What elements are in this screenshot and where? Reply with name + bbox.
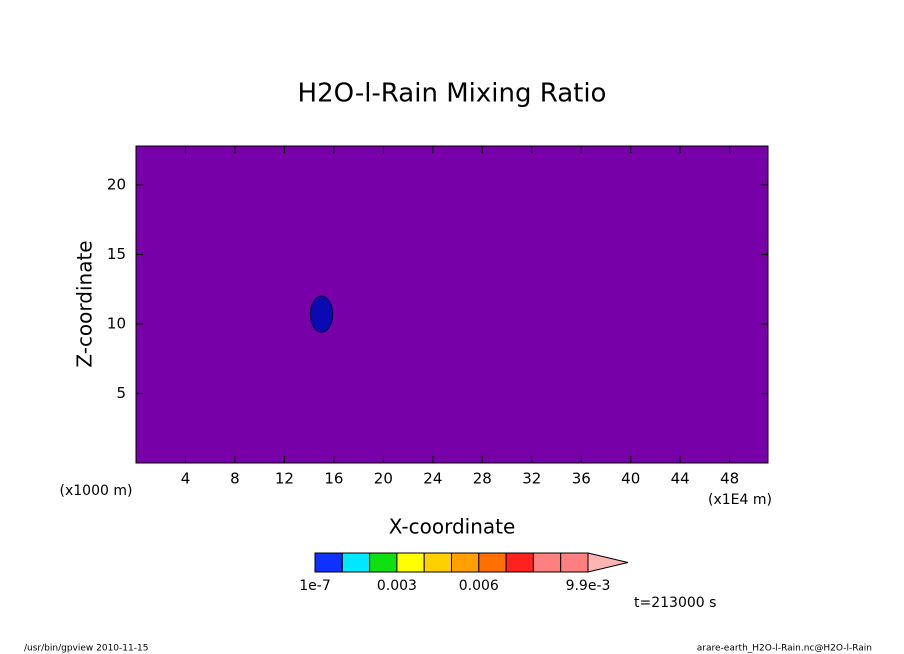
colorbar-box [423, 552, 453, 573]
colorbar-box [505, 552, 534, 573]
colorbar-label: 0.006 [459, 578, 499, 594]
chart-title: H2O-l-Rain Mixing Ratio [298, 79, 607, 109]
colorbar-box [478, 552, 507, 573]
colorbar-box [341, 552, 371, 573]
colorbar-extend [587, 552, 629, 573]
x-tick-label: 24 [423, 470, 442, 488]
colorbar-label: 9.9e-3 [566, 578, 611, 594]
footer-left: /usr/bin/gpview 2010-11-15 [24, 644, 148, 654]
colorbar-box [560, 552, 589, 573]
y-tick-label: 20 [107, 175, 126, 193]
x-tick-label: 4 [181, 470, 191, 488]
x-unit-label: (x1E4 m) [708, 492, 772, 508]
x-tick-label: 16 [324, 470, 343, 488]
y-axis-label: Z-coordinate [73, 240, 97, 367]
colorbar-box [396, 552, 425, 573]
y-tick-label: 10 [107, 314, 126, 332]
colorbar-box [451, 552, 480, 573]
colorbar-label: 0.003 [377, 578, 417, 594]
y-tick-label: 5 [116, 384, 126, 402]
plot-background [136, 146, 768, 463]
x-tick-label: 28 [473, 470, 492, 488]
x-tick-label: 44 [671, 470, 690, 488]
x-axis-label: X-coordinate [389, 515, 516, 539]
x-tick-label: 8 [230, 470, 240, 488]
colorbar-box [369, 552, 398, 573]
x-tick-label: 20 [374, 470, 393, 488]
time-label: t=213000 s [634, 595, 716, 611]
colorbar-label: 1e-7 [299, 578, 330, 594]
y-tick-label: 15 [107, 245, 126, 263]
contour-region [309, 295, 334, 333]
colorbar-box [532, 552, 562, 573]
footer-right: arare-earth_H2O-l-Rain.nc@H2O-l-Rain [697, 644, 872, 654]
x-tick-label: 32 [522, 470, 541, 488]
colorbar-box [314, 552, 343, 573]
x-tick-label: 12 [275, 470, 294, 488]
plot-frame [135, 145, 769, 464]
x-tick-label: 40 [621, 470, 640, 488]
x-tick-label: 48 [720, 470, 739, 488]
y-unit-label: (x1000 m) [60, 483, 133, 499]
x-tick-label: 36 [572, 470, 591, 488]
